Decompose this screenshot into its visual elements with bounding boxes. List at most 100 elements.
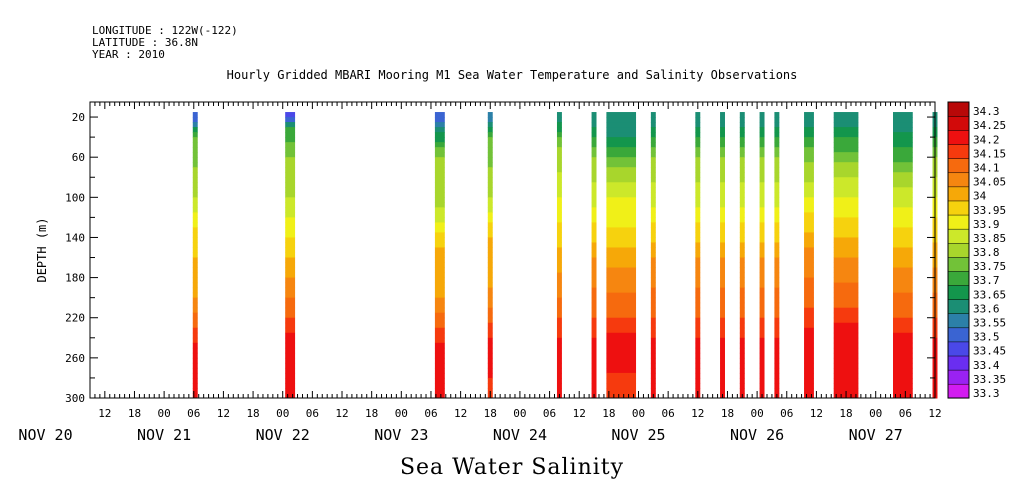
plot-frame (89, 101, 936, 399)
salinity-cell (695, 152, 701, 158)
salinity-cell (759, 217, 765, 223)
salinity-cell (774, 212, 780, 218)
salinity-cell (487, 212, 493, 218)
legend-swatch (947, 256, 970, 272)
salinity-cell (804, 247, 814, 254)
salinity-cell (833, 302, 859, 309)
salinity-cell (833, 142, 859, 148)
legend-level-label: 34.2 (973, 133, 1000, 146)
salinity-cell (591, 147, 597, 153)
legend-level-label: 33.5 (973, 331, 1000, 344)
salinity-cell (833, 267, 859, 274)
salinity-cell (695, 277, 701, 284)
salinity-cell (192, 222, 198, 228)
salinity-cell (739, 252, 745, 259)
salinity-cell (650, 287, 656, 294)
salinity-cell (720, 347, 725, 354)
salinity-cell (285, 352, 296, 359)
salinity-cell (804, 322, 814, 329)
salinity-cell (650, 177, 656, 183)
salinity-cell (556, 287, 562, 294)
salinity-cell (892, 142, 913, 148)
salinity-cell (695, 202, 701, 208)
salinity-cell (892, 337, 913, 344)
salinity-cell (892, 277, 913, 284)
salinity-cell (833, 237, 859, 243)
longitude-label: LONGITUDE : 122W(-122) (92, 24, 238, 37)
salinity-cell (434, 387, 445, 394)
salinity-cell (720, 227, 725, 233)
salinity-cell (774, 357, 780, 364)
salinity-cell (556, 292, 562, 299)
salinity-cell (759, 232, 765, 238)
salinity-cell (774, 207, 780, 213)
salinity-cell (285, 197, 296, 203)
salinity-cell (892, 387, 913, 394)
salinity-cell (774, 377, 780, 384)
salinity-cell (804, 262, 814, 269)
salinity-cell (720, 302, 725, 309)
salinity-cell (606, 112, 637, 118)
salinity-cell (739, 217, 745, 223)
salinity-cell (434, 277, 445, 284)
salinity-cell (556, 307, 562, 314)
salinity-cell (833, 202, 859, 208)
salinity-cell (774, 182, 780, 188)
salinity-cell (720, 247, 725, 254)
salinity-cell (487, 332, 493, 339)
salinity-cell (739, 292, 745, 299)
legend-level-label: 33.35 (973, 373, 1006, 386)
salinity-cell (556, 347, 562, 354)
salinity-cell (606, 157, 637, 163)
salinity-cell (650, 342, 656, 349)
salinity-cell (434, 262, 445, 269)
salinity-cell (892, 342, 913, 349)
salinity-cell (774, 167, 780, 173)
salinity-cell (892, 197, 913, 203)
salinity-cell (285, 262, 296, 269)
salinity-cell (650, 362, 656, 369)
salinity-cell (774, 352, 780, 359)
salinity-cell (192, 237, 198, 243)
salinity-cell (739, 207, 745, 213)
salinity-cell (804, 342, 814, 349)
salinity-cell (650, 302, 656, 309)
salinity-cell (650, 167, 656, 173)
salinity-cell (556, 342, 562, 349)
salinity-cell (650, 347, 656, 354)
salinity-cell (487, 287, 493, 294)
salinity-cell (695, 122, 701, 128)
salinity-cell (556, 377, 562, 384)
salinity-cell (739, 267, 745, 274)
legend-level-label: 34 (973, 190, 987, 203)
x-day-label: NOV 20 (18, 426, 72, 444)
salinity-cell (892, 327, 913, 334)
salinity-cell (434, 247, 445, 254)
salinity-cell (720, 177, 725, 183)
salinity-cell (285, 347, 296, 354)
x-hour-label: 18 (365, 407, 378, 420)
salinity-cell (285, 257, 296, 264)
salinity-cell (739, 387, 745, 394)
salinity-cell (606, 242, 637, 248)
salinity-cell (192, 307, 198, 314)
salinity-cell (739, 127, 745, 133)
salinity-cell (739, 157, 745, 163)
salinity-cell (434, 227, 445, 233)
salinity-cell (285, 282, 296, 289)
salinity-cell (759, 197, 765, 203)
salinity-column (650, 112, 656, 399)
salinity-cell (695, 327, 701, 334)
salinity-cell (606, 392, 637, 399)
salinity-cell (487, 377, 493, 384)
salinity-cell (804, 182, 814, 188)
salinity-cell (591, 207, 597, 213)
salinity-cell (591, 377, 597, 384)
salinity-cell (556, 222, 562, 228)
salinity-cell (556, 237, 562, 243)
salinity-cell (833, 147, 859, 153)
salinity-cell (833, 377, 859, 384)
salinity-cell (434, 147, 445, 153)
salinity-cell (434, 152, 445, 158)
y-axis-label: DEPTH (m) (35, 217, 49, 282)
